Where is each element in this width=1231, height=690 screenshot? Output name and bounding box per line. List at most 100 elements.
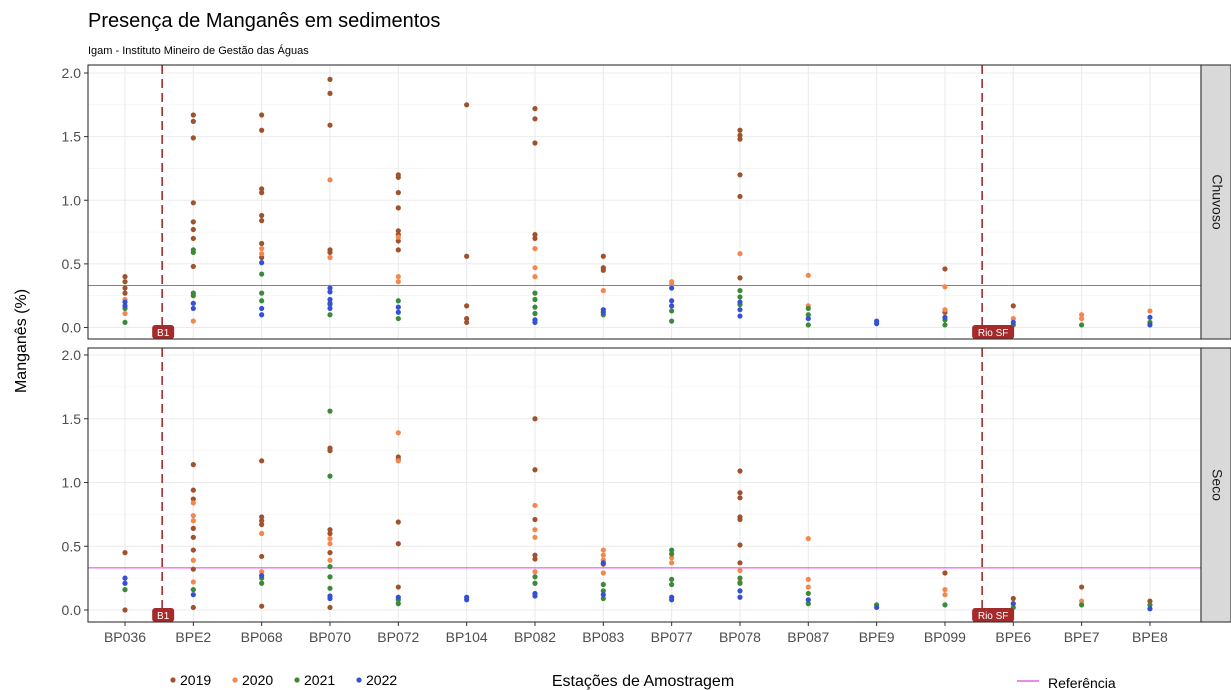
data-point [327,312,333,318]
data-point [1147,602,1153,608]
data-point [669,581,675,588]
facet-label-seco: Seco [1209,469,1225,501]
data-point [190,487,196,493]
data-point [327,541,333,547]
data-point [532,106,538,112]
data-point [532,534,538,540]
data-point [1079,312,1085,318]
data-point [190,112,196,118]
data-point [942,284,948,290]
data-point [532,580,538,586]
x-tick-label: BPE2 [175,629,211,645]
data-point [190,235,196,242]
data-point [669,576,675,583]
data-point [1010,303,1016,309]
data-point [259,246,265,252]
x-tick-label: BPE8 [1132,629,1168,645]
data-point [600,588,606,594]
data-point [327,585,333,591]
data-point [327,122,333,128]
data-point [600,570,606,576]
data-point [190,592,196,598]
legend-marker-2019 [170,677,176,683]
data-point [395,205,401,211]
data-point [190,249,196,256]
data-point [532,527,538,533]
data-point [395,274,401,280]
data-point [259,553,265,560]
data-point [942,602,948,608]
data-point [259,254,265,261]
data-point [395,430,401,436]
data-point [669,303,675,309]
data-point [669,547,675,553]
data-point [532,274,538,280]
data-point [259,218,265,224]
data-point [259,514,265,520]
data-point [805,305,811,312]
vline-label-box [152,325,175,339]
data-point [737,516,743,523]
data-point [1010,315,1016,322]
y-tick-label: 2.0 [62,65,82,81]
data-point [327,300,333,306]
data-point [737,490,743,496]
data-point [874,321,880,327]
data-point [190,200,196,206]
data-point [600,253,606,259]
data-point [395,601,401,607]
data-point [190,118,196,124]
legend-label-2022: 2022 [366,672,397,688]
data-point [395,458,401,464]
data-point [327,76,333,82]
y-tick-label: 1.5 [62,411,82,427]
data-point [532,310,538,317]
data-point [942,307,948,313]
y-tick-label: 0.0 [62,602,82,618]
data-point [600,592,606,598]
data-point [737,560,743,566]
x-axis-title: Estações de Amostragem [552,673,734,690]
y-tick-label: 1.0 [62,475,82,491]
data-point [532,290,538,296]
data-point [532,319,538,326]
data-point [122,285,128,291]
data-point [1079,322,1085,328]
data-point [1079,598,1085,604]
data-point [532,296,538,303]
data-point [464,597,470,603]
y-tick-label: 0.0 [62,320,82,336]
data-point [532,304,538,310]
y-tick-label: 1.5 [62,129,82,145]
data-point [737,251,743,257]
data-point [327,604,333,611]
data-point [600,595,606,602]
data-point [395,304,401,310]
x-tick-label: BP068 [241,629,283,645]
data-point [532,574,538,580]
data-point [532,569,538,575]
vline-label-box [152,608,175,622]
data-point [327,285,333,291]
data-point [122,587,128,593]
data-point [737,495,743,501]
facet-strip-seco [1200,347,1231,623]
data-point [190,462,196,468]
data-point [190,305,196,312]
vline-label-box [972,325,1015,339]
data-point [395,247,401,253]
y-tick-label: 1.0 [62,192,82,208]
x-tick-label: BP036 [104,629,146,645]
x-tick-label: BP078 [719,629,761,645]
data-point [600,267,606,273]
x-tick-label: BPE7 [1064,629,1100,645]
data-point [190,300,196,306]
data-point [737,468,743,474]
facet-strip-chuvoso [1200,64,1231,340]
panel-seco [88,348,1201,622]
data-point [1147,314,1153,320]
data-point [395,584,401,590]
data-point [122,310,128,317]
data-point [1079,315,1085,322]
